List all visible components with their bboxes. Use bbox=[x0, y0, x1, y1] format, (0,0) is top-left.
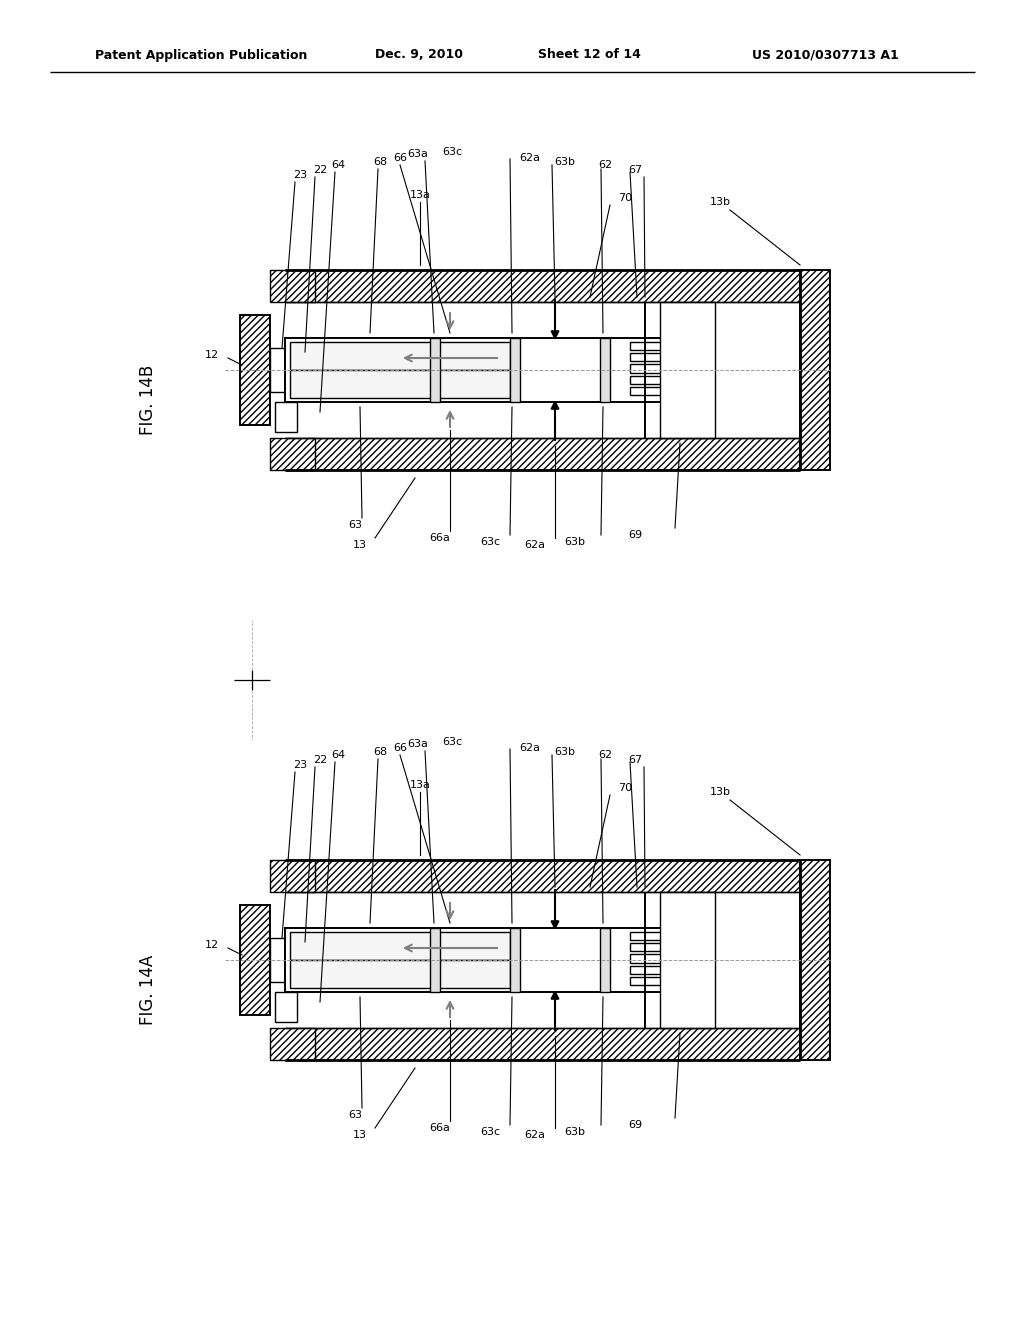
Bar bbox=[270, 438, 315, 470]
Text: 22: 22 bbox=[313, 165, 327, 176]
Text: 70: 70 bbox=[617, 193, 632, 203]
Text: 63: 63 bbox=[348, 1110, 362, 1119]
Bar bbox=[285, 1028, 800, 1060]
Text: Patent Application Publication: Patent Application Publication bbox=[95, 49, 307, 62]
Text: 13a: 13a bbox=[410, 780, 430, 789]
Bar bbox=[430, 928, 440, 993]
Text: 12: 12 bbox=[205, 940, 219, 950]
Text: 69: 69 bbox=[628, 531, 642, 540]
Bar bbox=[285, 338, 715, 403]
Bar bbox=[600, 338, 610, 403]
Bar bbox=[288, 932, 298, 987]
Text: 67: 67 bbox=[628, 755, 642, 766]
Text: 22: 22 bbox=[313, 755, 327, 766]
Text: 13b: 13b bbox=[710, 197, 730, 207]
Text: 66: 66 bbox=[393, 153, 407, 162]
Text: 67: 67 bbox=[628, 165, 642, 176]
Bar bbox=[630, 944, 710, 952]
Bar bbox=[290, 370, 510, 399]
Text: 62a: 62a bbox=[519, 153, 541, 162]
Bar bbox=[660, 302, 715, 438]
Bar bbox=[600, 928, 610, 993]
Bar bbox=[270, 348, 288, 392]
Text: 66a: 66a bbox=[429, 533, 451, 543]
Bar bbox=[275, 993, 297, 1022]
Text: 13b: 13b bbox=[710, 787, 730, 797]
Text: 23: 23 bbox=[293, 170, 307, 180]
Bar bbox=[290, 960, 510, 987]
Bar bbox=[630, 977, 710, 985]
Text: 62: 62 bbox=[598, 160, 612, 170]
Bar bbox=[510, 928, 520, 993]
Bar bbox=[660, 892, 715, 1028]
Text: 63a: 63a bbox=[408, 739, 428, 748]
Text: FIG. 14A: FIG. 14A bbox=[139, 954, 157, 1026]
Text: 66: 66 bbox=[393, 743, 407, 752]
Text: 62a: 62a bbox=[519, 743, 541, 752]
Bar bbox=[285, 928, 715, 993]
Bar bbox=[800, 861, 830, 1060]
Bar bbox=[630, 364, 710, 372]
Bar bbox=[290, 342, 510, 370]
Text: 63b: 63b bbox=[564, 537, 586, 546]
Text: 64: 64 bbox=[331, 160, 345, 170]
Text: 64: 64 bbox=[331, 750, 345, 760]
Bar bbox=[270, 271, 315, 302]
Bar bbox=[285, 438, 800, 470]
Bar bbox=[270, 861, 315, 892]
Text: Sheet 12 of 14: Sheet 12 of 14 bbox=[538, 49, 641, 62]
Text: 63c: 63c bbox=[442, 737, 462, 747]
Text: 63b: 63b bbox=[555, 157, 575, 168]
Bar bbox=[630, 376, 710, 384]
Text: 62a: 62a bbox=[524, 1130, 546, 1140]
Bar bbox=[285, 271, 800, 302]
Text: 68: 68 bbox=[373, 157, 387, 168]
Bar bbox=[275, 403, 297, 432]
Text: 13: 13 bbox=[353, 540, 367, 550]
Text: 62: 62 bbox=[598, 750, 612, 760]
Text: 70: 70 bbox=[617, 783, 632, 793]
Bar bbox=[240, 906, 270, 1015]
Text: 69: 69 bbox=[628, 1119, 642, 1130]
Text: 63c: 63c bbox=[480, 1127, 500, 1137]
Text: 63c: 63c bbox=[442, 147, 462, 157]
Bar bbox=[240, 315, 270, 425]
Bar bbox=[800, 271, 830, 470]
Text: 23: 23 bbox=[293, 760, 307, 770]
Text: US 2010/0307713 A1: US 2010/0307713 A1 bbox=[752, 49, 899, 62]
Text: 62a: 62a bbox=[524, 540, 546, 550]
Text: 63: 63 bbox=[348, 520, 362, 531]
Text: 63b: 63b bbox=[555, 747, 575, 756]
Text: 13a: 13a bbox=[410, 190, 430, 201]
Bar bbox=[290, 932, 510, 960]
Text: 63c: 63c bbox=[480, 537, 500, 546]
Text: 12: 12 bbox=[205, 350, 219, 360]
Text: 63a: 63a bbox=[408, 149, 428, 158]
Text: Dec. 9, 2010: Dec. 9, 2010 bbox=[375, 49, 463, 62]
Bar bbox=[630, 354, 710, 362]
Bar bbox=[630, 342, 710, 350]
Bar bbox=[510, 338, 520, 403]
Bar bbox=[630, 387, 710, 395]
Bar bbox=[285, 861, 800, 892]
Text: FIG. 14B: FIG. 14B bbox=[139, 364, 157, 436]
Bar bbox=[630, 954, 710, 962]
Text: 68: 68 bbox=[373, 747, 387, 756]
Bar bbox=[288, 342, 298, 399]
Bar bbox=[630, 966, 710, 974]
Text: 63b: 63b bbox=[564, 1127, 586, 1137]
Bar bbox=[630, 932, 710, 940]
Text: 13: 13 bbox=[353, 1130, 367, 1140]
Bar bbox=[270, 1028, 315, 1060]
Text: 66a: 66a bbox=[429, 1123, 451, 1133]
Bar bbox=[270, 939, 288, 982]
Bar bbox=[430, 338, 440, 403]
